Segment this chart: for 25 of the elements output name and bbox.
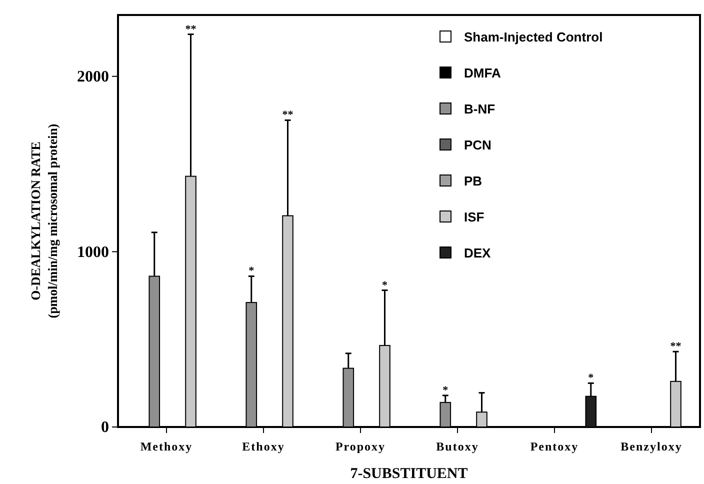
y-axis-title: O-DEALKYLATION RATE (pmol/min/mg microsomal protein) — [28, 124, 60, 318]
annotation: * — [248, 265, 255, 278]
legend-label: Sham-Injected Control — [464, 29, 603, 44]
x-tick-label: Butoxy — [436, 439, 479, 454]
legend-label: PCN — [464, 137, 492, 152]
x-axis-title: 7-SUBSTITUENT — [350, 466, 468, 482]
y-tick-label: 1000 — [77, 244, 109, 261]
legend-label: PB — [464, 173, 482, 188]
legend-label: DEX — [464, 245, 492, 260]
annotation: * — [588, 372, 594, 384]
annotation: * — [382, 279, 388, 292]
x-tick-label: Benzyloxy — [620, 439, 682, 454]
annotation: ** — [670, 340, 682, 353]
legend-label: DMFA — [464, 65, 502, 80]
x-tick-label: Ethoxy — [242, 439, 285, 454]
annotation: * — [442, 384, 449, 396]
legend-label: B-NF — [464, 101, 496, 116]
annotation: ** — [185, 23, 197, 36]
y-tick-label: 0 — [101, 419, 109, 436]
x-tick-label: Propoxy — [335, 439, 386, 454]
x-tick-label: Methoxy — [140, 439, 193, 454]
annotation: ** — [282, 109, 294, 122]
legend-label: ISF — [464, 209, 484, 224]
y-tick-label: 2000 — [77, 68, 109, 86]
x-tick-label: Pentoxy — [530, 439, 579, 454]
